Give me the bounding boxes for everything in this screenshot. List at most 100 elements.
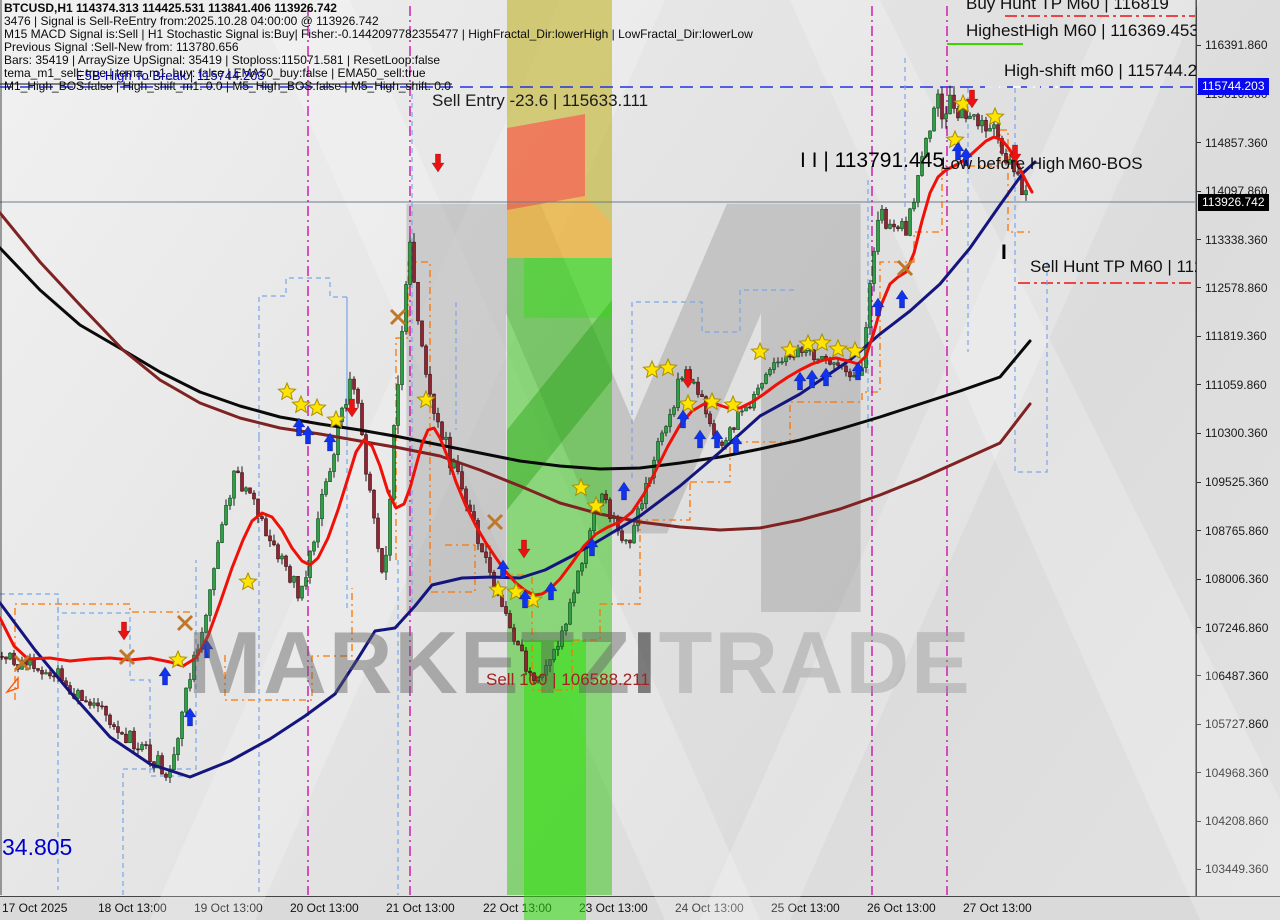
candle-bull [888,223,892,229]
candle-bull [728,427,732,441]
star-marker [416,389,436,409]
buy-arrow-marker [805,369,819,389]
candle-bull [912,202,916,210]
candle-bear [848,371,852,378]
price-tick [1197,675,1201,677]
price-axis-label: 103449.360 [1205,862,1269,877]
candle-bull [772,362,776,370]
candle-bear [1016,171,1020,175]
candle-bull [208,589,212,616]
x-star-stroke [896,259,914,277]
candle-bear [504,606,508,614]
fractal-ch-1-line [122,560,197,895]
candle-bull [740,410,744,413]
buy-arrow-marker [793,371,807,391]
candle-bear [528,670,532,674]
x-star-stroke [118,648,136,666]
buy-arrow-marker [158,666,172,686]
candle-bear [136,748,140,751]
candle-bear [240,472,244,492]
candle-bull [1008,159,1012,164]
price-axis-label: 105727.860 [1205,717,1269,732]
candle-bear [40,670,44,675]
candle-bear [376,517,380,549]
candle-bull [8,652,12,660]
watermark-part1: MARKETZ [188,613,633,712]
candle-bull [548,659,552,666]
candle-bear [96,702,100,707]
info-line-3: M15 MACD Signal is:Sell | H1 Stochastic … [4,27,753,41]
price-axis-label: 107246.860 [1205,620,1269,635]
indicator-value-label: 34.805 [2,834,73,860]
fractal-ch-9-line [631,289,795,478]
candle-bull [328,471,332,482]
candle-bear [12,652,16,665]
buy-hunt-tp-label: Buy Hunt TP M60 | 116819 [966,0,1169,13]
candle-bear [508,613,512,629]
candle-bear [520,644,524,652]
candle-bull [944,113,948,120]
plot-group [0,0,1195,895]
star-marker [780,339,800,359]
candle-bull [304,577,308,587]
fractal-ch-13-line [1014,88,1048,473]
candle-bear [360,402,364,435]
buy-arrow-marker [518,589,532,609]
candle-bull [924,138,928,157]
candle-bull [660,432,664,442]
price-tick [1197,432,1201,434]
star-marker [168,649,188,669]
star-marker [750,341,770,361]
sell-arrow-marker [965,89,979,109]
candle-bull [556,646,560,650]
bos-value-label: I I | 113791.445 [800,149,945,172]
candle-bull [880,208,884,221]
candle-bear [416,281,420,322]
candle-bear [696,381,700,395]
time-axis-label: 23 Oct 13:00 [579,901,648,915]
candle-bear [984,119,988,132]
candle-bear [524,650,528,672]
buy-arrow-marker [951,141,965,161]
candle-bull [216,542,220,569]
candle-bull [564,623,568,632]
candle-bull [540,675,544,678]
price-axis-label: 109525.360 [1205,475,1269,490]
candle-bull [872,251,876,284]
candle-bull [92,702,96,706]
candle-bear [88,701,92,706]
candle-bear [272,540,276,546]
info-line-7: M1_High_BOS:false | High_shift_m1: 0.0 |… [4,79,451,93]
candle-bear [424,345,428,375]
buy-arrow-marker [292,417,306,437]
candle-bear [4,656,8,660]
time-axis-label: 27 Oct 13:00 [963,901,1032,915]
info-line-4: Previous Signal :Sell-New from: 113780.6… [4,40,239,54]
buy-arrow-marker [851,361,865,381]
candle-bear [124,733,128,744]
candle-bull [916,175,920,203]
highlight-band-7 [524,640,586,920]
price-axis-label: 111819.360 [1205,329,1267,344]
candle-bear [288,566,292,583]
candle-bear [164,773,168,778]
info-line-1: BTCUSD,H1 114374.313 114425.531 113841.4… [4,1,337,15]
candle-bear [116,726,120,733]
candle-bear [708,413,712,424]
buy-arrow-marker [676,409,690,429]
buy-arrow-marker [871,297,885,317]
price-tick [1197,868,1201,870]
candle-bull [988,128,992,132]
candle-bull [992,124,996,129]
expert-advisor-info-panel: BTCUSD,H1 114374.313 114425.531 113841.4… [4,2,753,93]
info-line-5: Bars: 35419 | ArraySize UpSignal: 35419 … [4,53,441,67]
info-line-6: tema_m1_sell: true | tema_m1_buy: false … [4,66,426,80]
star-marker [586,495,606,515]
price-axis-label: 108765.860 [1205,523,1269,538]
candle-bear [904,221,908,236]
time-axis-label: 26 Oct 13:00 [867,901,936,915]
x-star-stroke [13,654,31,672]
candle-bull [244,487,248,492]
candle-bull [780,361,784,364]
